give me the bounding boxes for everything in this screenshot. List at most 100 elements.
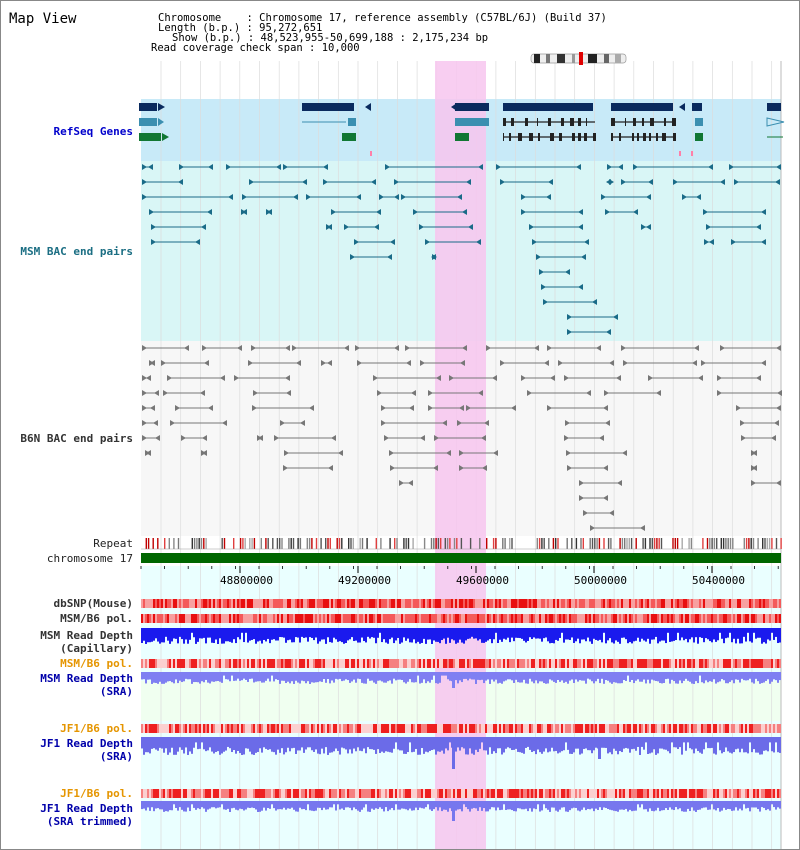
heat-cell [241,614,243,623]
bac-end-marker [228,194,233,200]
heat-cell [435,724,437,733]
bac-end-marker [280,420,285,426]
heat-cell [197,599,199,608]
depth-bar [687,737,689,743]
heat-cell [645,614,647,623]
heat-cell [283,599,285,608]
depth-bar [243,737,245,755]
depth-bar [381,628,383,643]
depth-bar [151,628,153,642]
heat-cell [303,599,305,608]
depth-bar [613,628,615,644]
depth-bar [465,737,467,755]
heat-cell [151,789,153,798]
heat-cell [481,789,483,798]
depth-bar [651,801,653,811]
depth-bar [487,737,489,755]
depth-bar [405,672,407,684]
heat-cell [515,599,517,608]
gene-exon [625,118,626,126]
heat-cell [425,724,427,733]
heat-cell [693,724,695,733]
depth-bar [771,737,773,752]
heat-cell [657,789,659,798]
depth-bar [487,628,489,641]
depth-bar [405,737,407,754]
depth-bar [491,737,493,754]
heat-cell [347,789,349,798]
depth-bar [179,737,181,748]
heat-cell [159,659,161,668]
depth-bar [529,628,531,638]
heat-cell [151,599,153,608]
heat-cell [463,659,465,668]
track-label-refseq[interactable]: RefSeq Genes [53,125,133,138]
heat-cell [195,789,197,798]
depth-bar [715,737,717,755]
heat-cell [685,599,687,608]
heat-cell [543,789,545,798]
length-value: 95,272,651 [259,22,323,34]
heat-cell [763,599,765,608]
bac-end-marker [521,375,526,381]
heat-cell [425,614,427,623]
heat-cell [567,614,569,623]
heat-cell [669,724,671,733]
heat-cell [217,724,219,733]
heat-cell [149,599,151,608]
depth-bar [717,628,719,641]
heat-cell [479,659,481,668]
depth-bar [621,801,623,810]
heat-cell [399,724,401,733]
heat-cell [249,599,251,608]
heat-cell [663,659,665,668]
depth-bar [375,672,377,684]
depth-bar [311,801,313,811]
depth-bar [495,672,497,680]
depth-bar [457,737,459,748]
depth-bar [625,737,627,748]
heat-cell [487,599,489,608]
heat-cell [433,724,435,733]
depth-bar [683,737,685,743]
depth-bar [143,737,145,755]
heat-cell [373,659,375,668]
repeat-element [267,538,269,549]
heat-cell [577,724,579,733]
heat-cell [581,659,583,668]
heat-cell [499,614,501,623]
heat-cell [775,599,777,608]
depth-bar [579,628,581,644]
depth-bar [249,737,251,752]
repeat-element [571,538,573,549]
heat-cell [423,659,425,668]
heat-cell [657,614,659,623]
heat-cell [487,614,489,623]
heat-cell [177,659,179,668]
bac-end-marker [175,405,180,411]
heat-cell [243,659,245,668]
depth-bar [147,628,149,643]
heat-cell [189,659,191,668]
depth-bar [357,801,359,811]
heat-cell [629,659,631,668]
bac-end-marker [547,405,552,411]
track-label-msm-bac[interactable]: MSM BAC end pairs [20,245,133,258]
heat-cell [479,724,481,733]
depth-bar [183,628,185,644]
track-label-b6n-bac[interactable]: B6N BAC end pairs [20,432,133,445]
heat-cell [217,789,219,798]
depth-bar [649,737,651,754]
heat-cell [421,659,423,668]
heat-cell [729,724,731,733]
depth-bar [161,737,163,749]
depth-bar [199,801,201,810]
bac-end-marker [579,495,584,501]
depth-bar [715,628,717,642]
depth-bar [495,628,497,633]
heat-cell [193,659,195,668]
depth-bar [383,801,385,812]
heat-cell [383,724,385,733]
heat-cell [419,659,421,668]
